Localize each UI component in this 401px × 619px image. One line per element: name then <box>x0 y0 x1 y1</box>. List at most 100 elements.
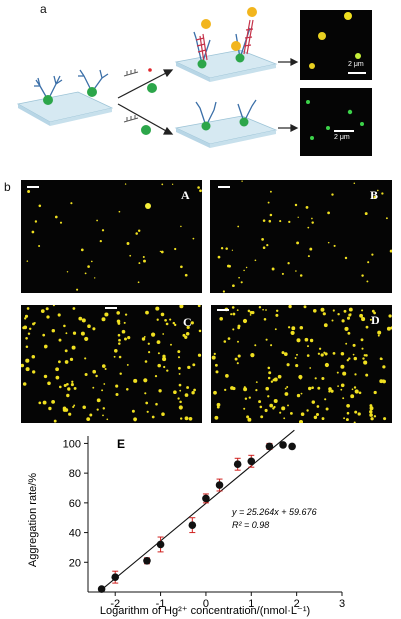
particle-dot <box>353 386 357 389</box>
particle-dot <box>57 313 61 317</box>
particle-dot <box>300 392 303 395</box>
particle-dot <box>327 241 330 244</box>
particle-dot <box>389 249 392 253</box>
particle-dot <box>177 356 181 359</box>
red-ion <box>148 68 152 72</box>
particle-dot <box>87 265 90 268</box>
particle-dot <box>59 385 62 389</box>
particle-dot <box>103 383 106 385</box>
scale-label-1: 2 μm <box>348 61 364 68</box>
particle-dot <box>283 352 288 356</box>
particle-dot <box>27 332 31 335</box>
particle-dot <box>126 242 130 245</box>
particle-dot <box>380 357 383 361</box>
particle-dot <box>321 376 325 381</box>
particle-dot <box>346 316 351 320</box>
particle-dot <box>127 336 131 340</box>
particle-dot <box>40 309 45 313</box>
particle-dot <box>311 400 316 404</box>
particle-dot <box>55 367 59 372</box>
particle-dot <box>308 386 312 391</box>
particle-dot <box>336 371 339 374</box>
particle-dot <box>155 402 158 406</box>
particle-dot <box>331 319 334 322</box>
particle-dot <box>345 418 349 422</box>
particle-dot <box>255 381 258 383</box>
data-point <box>279 441 287 449</box>
particle-dot <box>331 193 334 196</box>
green-particle-reagent-2 <box>141 125 151 135</box>
particle-dot <box>328 390 331 393</box>
particle-dot <box>80 331 85 336</box>
particle-dot <box>89 413 93 417</box>
particle-dot <box>360 338 364 342</box>
particle-dot <box>142 255 145 259</box>
particle-dot <box>273 405 276 409</box>
particle-dot <box>69 357 74 362</box>
particle-dot <box>291 326 296 331</box>
particle-dot <box>211 355 216 360</box>
particle-dot <box>315 412 320 417</box>
particle-dot <box>25 367 28 370</box>
particle-dot <box>371 253 374 256</box>
particle-dot <box>213 352 216 356</box>
particle-dot <box>309 247 313 251</box>
particle-dot <box>34 220 38 223</box>
particle-dot <box>324 398 327 401</box>
data-point <box>288 442 296 451</box>
particle-dot <box>348 313 352 317</box>
particle-dot <box>66 382 69 386</box>
particle-dot <box>288 220 291 224</box>
particle-dot <box>163 365 166 369</box>
particle-dot <box>225 374 229 378</box>
particle-dot <box>154 374 158 378</box>
particle-dot <box>95 374 98 378</box>
particle-dot <box>96 219 98 222</box>
particle-dot <box>325 407 329 411</box>
particle-dot <box>102 414 104 417</box>
particle-dot <box>296 393 301 398</box>
particle-dot <box>22 382 27 386</box>
particle-dot <box>28 327 32 331</box>
particle-dots <box>21 305 202 423</box>
y-tick-label: 100 <box>63 438 81 450</box>
particle-dot <box>157 352 160 355</box>
particle-dot <box>45 307 49 311</box>
particle-dot <box>73 386 77 390</box>
particle-dot <box>55 375 60 380</box>
particle-dot <box>66 393 70 398</box>
particle-dot <box>296 338 301 343</box>
particle-dot <box>288 305 292 309</box>
particle-dot <box>243 269 245 272</box>
particle-dot <box>361 347 364 350</box>
green-particle-left-2 <box>87 87 97 97</box>
particle-dot <box>180 265 183 269</box>
particle-dot <box>156 318 159 321</box>
particle-dot <box>186 325 190 330</box>
particle-dot <box>185 332 190 336</box>
particle-dot <box>155 306 160 311</box>
particle-dot <box>313 415 318 420</box>
particle-dot <box>72 307 76 310</box>
x-tick-label: 1 <box>248 598 254 610</box>
particle-dot <box>351 388 354 391</box>
particle-dot <box>296 241 300 245</box>
particle-dot <box>247 417 252 422</box>
particle-dot <box>269 213 273 217</box>
particle-dot <box>317 352 321 355</box>
particle-dot <box>299 274 303 277</box>
particle-dot <box>224 388 227 392</box>
particle-dot <box>373 390 377 395</box>
particle-dot <box>318 347 322 350</box>
particle-dot <box>363 360 368 365</box>
micrograph-D: D <box>211 305 392 423</box>
particle-dot <box>381 192 384 195</box>
particle-dot <box>281 272 284 275</box>
particle-dot <box>59 221 63 224</box>
data-point <box>111 573 120 581</box>
particle-dot <box>115 392 119 397</box>
particle-dot <box>96 408 99 411</box>
particle-dot <box>272 378 276 382</box>
particle-dot <box>162 354 166 358</box>
particle-dot <box>72 405 75 409</box>
